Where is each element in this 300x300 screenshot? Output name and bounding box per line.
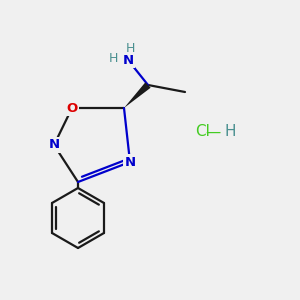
- Text: O: O: [66, 101, 78, 115]
- Polygon shape: [124, 82, 151, 108]
- Text: H: H: [109, 52, 118, 64]
- Text: H: H: [125, 41, 135, 55]
- Text: N: N: [124, 155, 136, 169]
- Text: N: N: [48, 139, 60, 152]
- Text: H: H: [225, 124, 236, 140]
- Text: Cl: Cl: [195, 124, 210, 140]
- Text: N: N: [122, 53, 134, 67]
- Text: —: —: [206, 124, 220, 140]
